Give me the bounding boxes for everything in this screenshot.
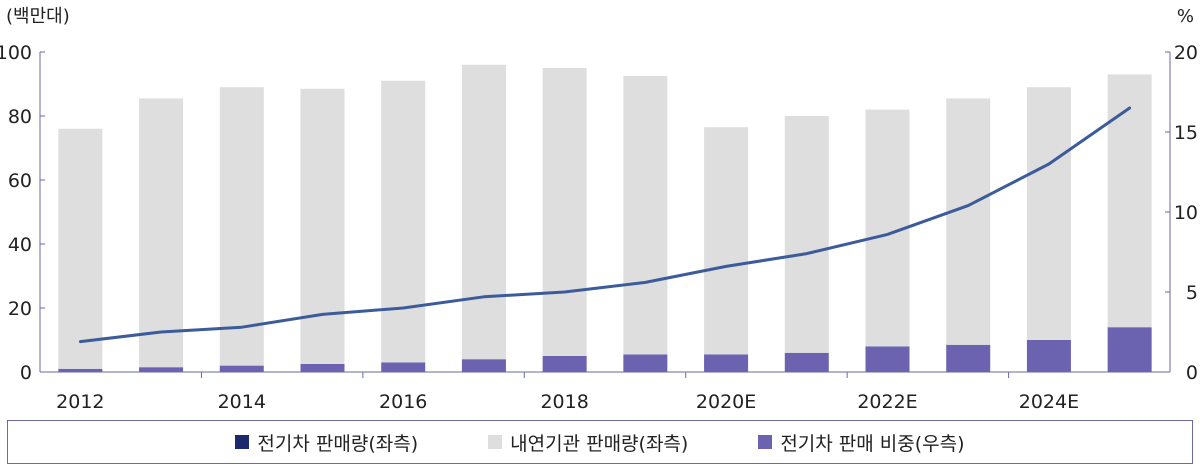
bars-group [58, 64, 1152, 372]
bar-ev [1026, 340, 1071, 372]
bar-ice [1026, 87, 1071, 340]
bar-ice [946, 98, 991, 345]
left-tick-label: 0 [20, 362, 32, 384]
legend-swatch [758, 435, 773, 449]
bar-ice [219, 87, 264, 366]
bar-ice [381, 80, 426, 363]
legend-swatch [235, 435, 250, 449]
x-tick-label: 2012 [56, 391, 104, 412]
x-tick-label: 2014 [218, 391, 266, 412]
bar-ev [300, 364, 345, 372]
bar-ev [623, 354, 668, 372]
left-tick-label: 60 [8, 170, 32, 192]
x-tick-label: 2022E [857, 391, 917, 412]
right-tick-label: 10 [1174, 202, 1198, 224]
bar-ice [461, 64, 506, 360]
bar-ice [542, 68, 587, 356]
line-layer [78, 106, 1132, 344]
legend-label: 전기차 판매 비중(우측) [780, 432, 965, 455]
bar-ice [704, 127, 749, 355]
left-axis-unit: (백만대) [6, 6, 70, 27]
bar-ice [784, 116, 829, 353]
bar-ev [58, 368, 103, 372]
bar-ev [865, 346, 910, 372]
legend: 전기차 판매량(좌측) 내연기관 판매량(좌측) 전기차 판매 비중(우측) [7, 420, 1193, 464]
legend-item: 내연기관 판매량(좌측) [488, 429, 688, 456]
right-tick-label: 5 [1186, 282, 1198, 304]
bar-ice [1107, 74, 1152, 328]
legend-swatch [488, 435, 503, 449]
x-tick-label: 2018 [540, 391, 588, 412]
bar-ice [623, 76, 668, 355]
bar-ev [704, 354, 749, 372]
bar-ev [542, 356, 587, 372]
x-tick-label: 2016 [379, 391, 427, 412]
bar-ice [58, 128, 103, 369]
x-tick-label: 2020E [696, 391, 756, 412]
bar-ev [381, 362, 426, 372]
bar-ev [139, 367, 184, 372]
x-tick-label: 2024E [1019, 391, 1079, 412]
left-tick-label: 20 [8, 298, 32, 320]
right-tick-label: 15 [1174, 122, 1198, 144]
legend-label: 내연기관 판매량(좌측) [510, 432, 689, 455]
bar-ev [946, 344, 991, 372]
share-line [78, 106, 1132, 344]
legend-label: 전기차 판매량(좌측) [257, 432, 419, 455]
bar-ice [300, 88, 345, 365]
bar-ice [139, 98, 184, 368]
left-tick-label: 100 [0, 42, 32, 64]
bar-ev [461, 359, 506, 372]
bar-ev [219, 365, 264, 372]
bar-ev [784, 352, 829, 372]
legend-item: 전기차 판매량(좌측) [235, 429, 418, 456]
chart-canvas: 0 20 40 60 80 100 0 5 10 15 20 2012 2014 2016 2018 2020… [0, 6, 1198, 412]
right-tick-label: 20 [1174, 42, 1198, 64]
legend-item: 전기차 판매 비중(우측) [758, 429, 965, 456]
left-tick-label: 40 [8, 234, 32, 256]
axes-group: 0 20 40 60 80 100 0 5 10 15 20 2012 2014 2016 2018 2020… [0, 42, 1198, 412]
right-tick-label: 0 [1186, 362, 1198, 384]
right-axis-unit: % [1177, 6, 1194, 27]
left-tick-label: 80 [8, 106, 32, 128]
bar-ev [1107, 327, 1152, 372]
